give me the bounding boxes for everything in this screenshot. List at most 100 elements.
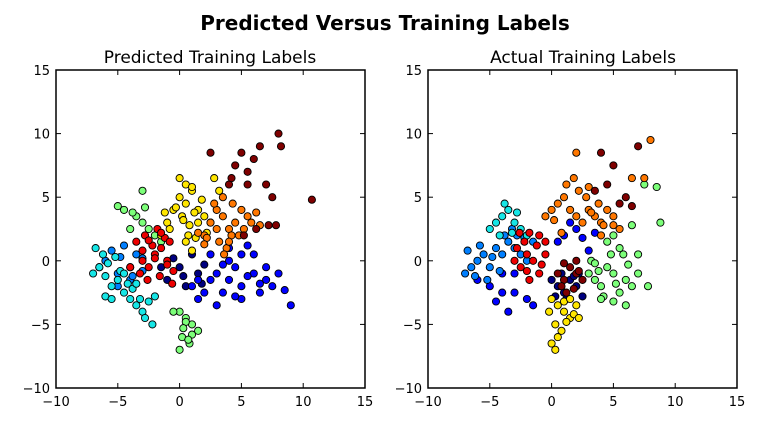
actual-point <box>491 244 501 253</box>
predicted-point <box>169 307 178 316</box>
actual-x-tick-label: 0 <box>547 395 555 410</box>
predicted-point <box>144 224 153 234</box>
predicted-point <box>243 167 252 176</box>
actual-point <box>510 256 519 265</box>
actual-point <box>572 256 581 265</box>
predicted-point <box>280 286 289 295</box>
predicted-point <box>135 269 145 278</box>
predicted-point <box>111 252 120 262</box>
actual-x-tick-label: 10 <box>667 395 684 410</box>
actual-point <box>566 205 575 214</box>
predicted-point <box>150 254 159 263</box>
actual-point <box>532 241 541 250</box>
predicted-point <box>98 250 108 259</box>
actual-point <box>562 180 571 189</box>
predicted-point <box>218 260 227 269</box>
predicted-point <box>138 256 147 265</box>
actual-point <box>541 250 550 259</box>
predicted-point <box>231 161 240 170</box>
predicted-point <box>140 313 150 323</box>
predicted-point <box>255 288 264 297</box>
actual-point <box>510 269 519 278</box>
actual-point <box>541 237 550 246</box>
actual-point <box>621 193 630 202</box>
actual-point <box>557 228 566 237</box>
actual-point <box>475 241 484 250</box>
actual-panel-title: Actual Training Labels <box>490 48 676 68</box>
actual-point <box>507 228 517 237</box>
actual-point <box>603 237 612 246</box>
actual-point <box>537 260 546 269</box>
predicted-point <box>200 212 209 221</box>
predicted-point <box>91 244 100 253</box>
predicted-point <box>206 148 215 157</box>
predicted-point <box>165 237 174 246</box>
predicted-point <box>119 241 129 250</box>
predicted-point <box>200 240 209 249</box>
actual-x-tick-label: −5 <box>480 395 499 410</box>
predicted-point <box>163 260 172 269</box>
actual-point <box>566 294 575 304</box>
actual-points <box>461 135 665 354</box>
actual-point <box>559 259 569 268</box>
predicted-x-tick-label: −5 <box>108 395 127 410</box>
predicted-point <box>175 174 184 183</box>
actual-point <box>615 199 624 208</box>
actual-point <box>606 250 615 259</box>
predicted-y-tick-label: 0 <box>42 255 50 270</box>
predicted-point <box>243 241 252 250</box>
actual-point <box>535 269 544 278</box>
actual-point <box>572 301 581 310</box>
predicted-point <box>135 294 145 304</box>
actual-point <box>566 218 575 227</box>
predicted-point <box>218 288 227 297</box>
predicted-point <box>194 326 203 335</box>
predicted-point <box>140 203 150 212</box>
actual-point <box>596 148 606 157</box>
predicted-point <box>187 282 197 291</box>
predicted-point <box>194 218 203 227</box>
actual-point <box>587 208 596 217</box>
actual-point <box>525 275 534 284</box>
predicted-point <box>175 345 184 354</box>
actual-point <box>590 186 599 195</box>
actual-point <box>473 256 482 265</box>
predicted-point <box>132 237 141 246</box>
actual-point <box>525 228 534 237</box>
actual-point <box>522 250 531 259</box>
actual-point <box>485 224 494 234</box>
actual-point <box>590 259 599 268</box>
predicted-point <box>206 218 215 227</box>
actual-point <box>627 174 636 183</box>
predicted-point <box>144 236 153 245</box>
predicted-x-tick-label: 10 <box>295 395 312 410</box>
actual-point <box>578 218 587 227</box>
actual-x-tick-label: −10 <box>414 395 441 410</box>
predicted-point <box>274 269 283 278</box>
predicted-point <box>255 279 264 288</box>
predicted-point <box>119 288 129 297</box>
actual-point <box>624 260 633 269</box>
actual-point <box>550 216 559 225</box>
predicted-point <box>89 269 98 278</box>
actual-point <box>621 275 630 284</box>
predicted-point <box>132 279 141 288</box>
actual-point <box>495 266 504 276</box>
actual-point <box>603 180 612 189</box>
actual-point <box>584 182 593 192</box>
actual-point <box>545 307 554 316</box>
predicted-point <box>194 294 203 304</box>
predicted-point <box>101 272 110 281</box>
actual-point <box>578 275 587 284</box>
actual-point <box>522 294 531 304</box>
actual-point <box>566 263 575 272</box>
actual-point <box>512 244 522 253</box>
predicted-point <box>237 282 246 291</box>
predicted-point <box>168 279 177 288</box>
predicted-point <box>224 275 234 284</box>
predicted-point <box>237 250 246 259</box>
predicted-points <box>89 129 316 354</box>
predicted-point <box>237 205 246 214</box>
actual-point <box>569 174 578 183</box>
predicted-point <box>218 193 227 202</box>
